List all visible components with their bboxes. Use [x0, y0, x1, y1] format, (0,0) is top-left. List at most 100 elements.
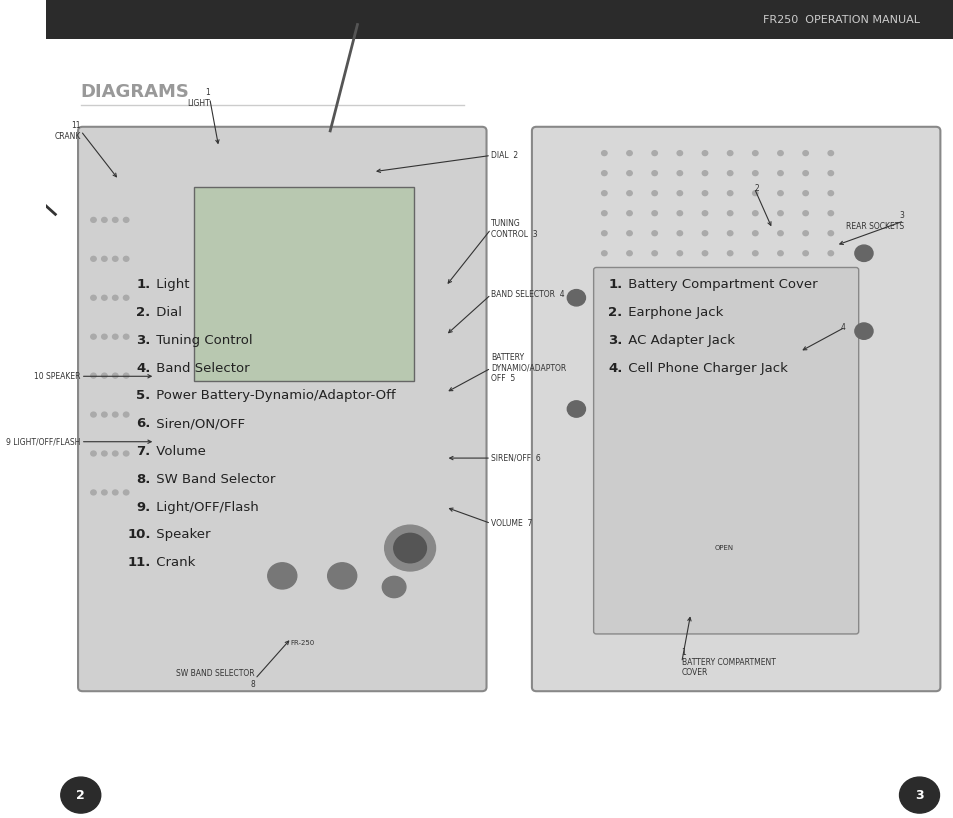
Circle shape: [802, 191, 807, 196]
FancyBboxPatch shape: [78, 127, 486, 691]
Circle shape: [123, 451, 129, 456]
Circle shape: [651, 151, 657, 155]
Circle shape: [268, 563, 296, 589]
FancyBboxPatch shape: [593, 267, 858, 634]
Circle shape: [626, 151, 632, 155]
Circle shape: [802, 231, 807, 236]
Text: Earphone Jack: Earphone Jack: [624, 306, 723, 319]
Text: 7.: 7.: [136, 445, 151, 458]
Circle shape: [112, 256, 118, 261]
Circle shape: [677, 191, 681, 196]
Circle shape: [677, 251, 681, 256]
Text: Dial: Dial: [152, 306, 182, 319]
Circle shape: [91, 373, 96, 378]
Text: 5.: 5.: [136, 389, 151, 402]
Circle shape: [91, 335, 96, 339]
Circle shape: [102, 412, 107, 417]
Text: Tuning Control: Tuning Control: [152, 334, 253, 347]
Text: 1.: 1.: [608, 278, 622, 291]
Circle shape: [854, 245, 872, 262]
Circle shape: [752, 231, 758, 236]
Circle shape: [112, 412, 118, 417]
Circle shape: [567, 401, 585, 417]
Circle shape: [123, 490, 129, 495]
Circle shape: [752, 211, 758, 216]
Text: 2.: 2.: [136, 306, 151, 319]
Text: SW Band Selector: SW Band Selector: [152, 473, 275, 486]
Text: 1
LIGHT: 1 LIGHT: [187, 88, 210, 108]
Text: VOLUME  7: VOLUME 7: [491, 519, 532, 528]
Circle shape: [752, 171, 758, 176]
Text: 4.: 4.: [136, 362, 151, 375]
Text: Cell Phone Charger Jack: Cell Phone Charger Jack: [624, 362, 787, 375]
Circle shape: [91, 412, 96, 417]
Circle shape: [626, 171, 632, 176]
Circle shape: [601, 191, 606, 196]
Circle shape: [777, 151, 782, 155]
Text: 9.: 9.: [136, 501, 151, 514]
Circle shape: [777, 211, 782, 216]
Circle shape: [802, 211, 807, 216]
Circle shape: [626, 191, 632, 196]
Circle shape: [701, 191, 707, 196]
Circle shape: [112, 451, 118, 456]
Text: AC Adapter Jack: AC Adapter Jack: [624, 334, 735, 347]
Circle shape: [102, 373, 107, 378]
Text: 6.: 6.: [136, 417, 151, 430]
Circle shape: [626, 231, 632, 236]
Circle shape: [727, 191, 732, 196]
Circle shape: [91, 218, 96, 222]
FancyBboxPatch shape: [532, 127, 940, 691]
Circle shape: [123, 256, 129, 261]
Text: 11
CRANK: 11 CRANK: [54, 121, 81, 141]
Circle shape: [701, 171, 707, 176]
Circle shape: [601, 211, 606, 216]
Circle shape: [677, 211, 681, 216]
Text: 1.: 1.: [136, 278, 151, 291]
Circle shape: [102, 335, 107, 339]
Text: Light/OFF/Flash: Light/OFF/Flash: [152, 501, 259, 514]
Circle shape: [123, 335, 129, 339]
Text: 2: 2: [754, 183, 759, 193]
Circle shape: [802, 171, 807, 176]
Text: 10 SPEAKER: 10 SPEAKER: [34, 371, 81, 381]
Circle shape: [123, 218, 129, 222]
Circle shape: [777, 191, 782, 196]
Text: Battery Compartment Cover: Battery Compartment Cover: [624, 278, 818, 291]
Circle shape: [727, 151, 732, 155]
Circle shape: [382, 577, 405, 598]
Circle shape: [91, 295, 96, 300]
Circle shape: [384, 525, 436, 571]
Circle shape: [626, 211, 632, 216]
Text: 10.: 10.: [127, 528, 151, 542]
Circle shape: [123, 295, 129, 300]
Circle shape: [102, 490, 107, 495]
Circle shape: [727, 211, 732, 216]
Circle shape: [827, 151, 833, 155]
Circle shape: [112, 490, 118, 495]
Text: 4.: 4.: [608, 362, 622, 375]
Circle shape: [727, 231, 732, 236]
Text: SW BAND SELECTOR
8: SW BAND SELECTOR 8: [176, 669, 254, 689]
Circle shape: [112, 218, 118, 222]
Circle shape: [701, 251, 707, 256]
Circle shape: [752, 191, 758, 196]
Text: 8.: 8.: [136, 473, 151, 486]
Circle shape: [677, 231, 681, 236]
Text: FR250  OPERATION MANUAL: FR250 OPERATION MANUAL: [761, 15, 919, 25]
Circle shape: [777, 251, 782, 256]
Circle shape: [827, 171, 833, 176]
Circle shape: [112, 373, 118, 378]
Circle shape: [601, 151, 606, 155]
Text: Volume: Volume: [152, 445, 206, 458]
Circle shape: [601, 251, 606, 256]
Text: Speaker: Speaker: [152, 528, 211, 542]
Circle shape: [752, 251, 758, 256]
Circle shape: [102, 295, 107, 300]
Circle shape: [91, 490, 96, 495]
Text: 2.: 2.: [608, 306, 622, 319]
Circle shape: [601, 171, 606, 176]
Circle shape: [123, 412, 129, 417]
Text: Light: Light: [152, 278, 190, 291]
Circle shape: [701, 211, 707, 216]
